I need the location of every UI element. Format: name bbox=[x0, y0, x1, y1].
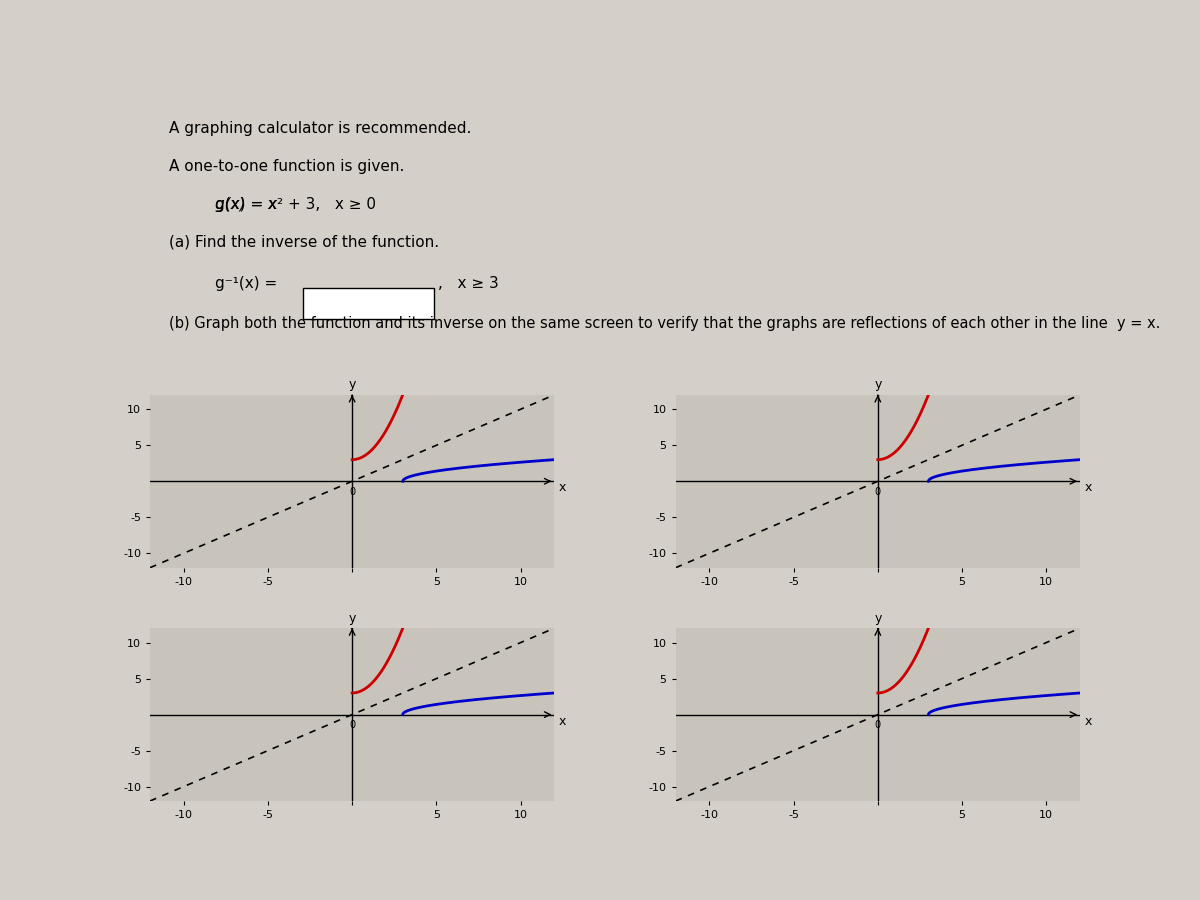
Text: g(x) = x: g(x) = x bbox=[215, 197, 277, 211]
Text: g(x) = x² + 3,   x ≥ 0: g(x) = x² + 3, x ≥ 0 bbox=[215, 197, 376, 211]
X-axis label: x: x bbox=[559, 482, 566, 494]
Y-axis label: y: y bbox=[874, 612, 882, 625]
Text: g⁻¹(x) =: g⁻¹(x) = bbox=[215, 275, 277, 291]
Text: 0: 0 bbox=[349, 487, 355, 497]
Text: 0: 0 bbox=[875, 487, 881, 497]
FancyBboxPatch shape bbox=[304, 288, 433, 319]
X-axis label: x: x bbox=[1085, 715, 1092, 727]
Y-axis label: y: y bbox=[348, 378, 356, 392]
X-axis label: x: x bbox=[559, 715, 566, 727]
Text: 0: 0 bbox=[875, 720, 881, 730]
Text: A graphing calculator is recommended.: A graphing calculator is recommended. bbox=[168, 121, 470, 136]
Text: A one-to-one function is given.: A one-to-one function is given. bbox=[168, 158, 404, 174]
Y-axis label: y: y bbox=[348, 612, 356, 625]
Text: ,   x ≥ 3: , x ≥ 3 bbox=[438, 275, 499, 291]
Text: (a) Find the inverse of the function.: (a) Find the inverse of the function. bbox=[168, 235, 439, 250]
Y-axis label: y: y bbox=[874, 378, 882, 392]
Text: 0: 0 bbox=[349, 720, 355, 730]
Text: (b) Graph both the function and its inverse on the same screen to verify that th: (b) Graph both the function and its inve… bbox=[168, 316, 1160, 331]
X-axis label: x: x bbox=[1085, 482, 1092, 494]
